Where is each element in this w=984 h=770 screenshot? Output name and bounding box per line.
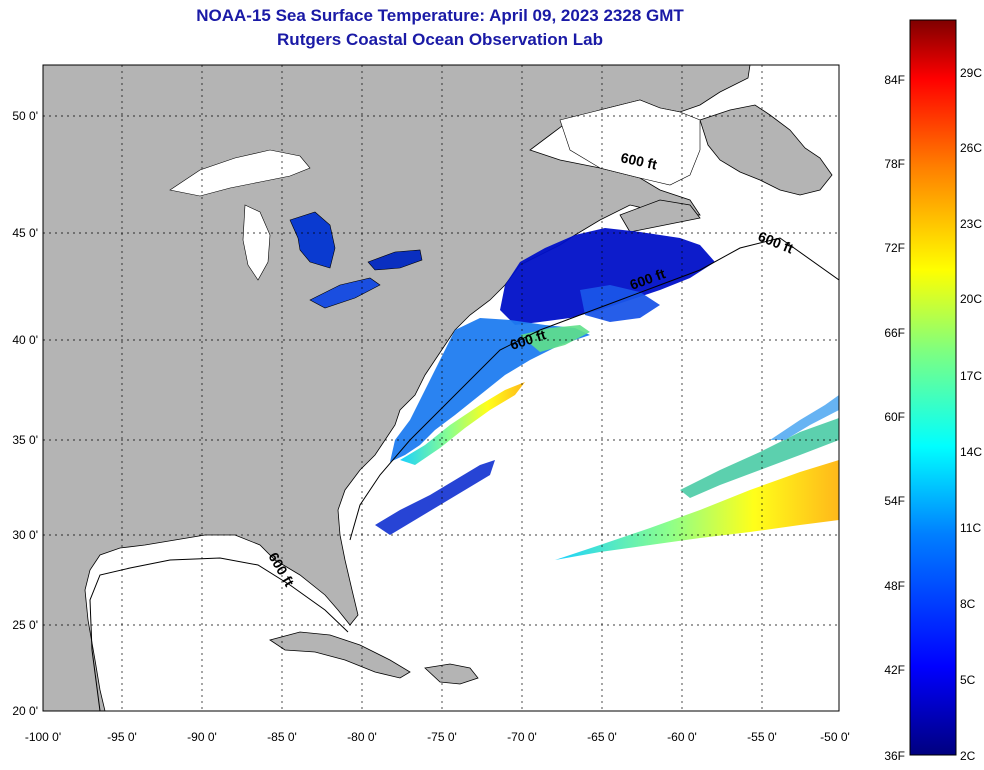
cb-fahrenheit-label: 48F bbox=[884, 579, 905, 593]
lat-tick-label: 40 0' bbox=[12, 333, 38, 347]
cb-fahrenheit-label: 72F bbox=[884, 241, 905, 255]
graticule bbox=[43, 65, 839, 711]
lake-huron bbox=[289, 211, 336, 269]
sst-far-band bbox=[770, 395, 839, 440]
cb-celsius-label: 29C bbox=[960, 66, 982, 80]
colorbar-gradient bbox=[909, 19, 957, 756]
sst-shelf-warm bbox=[400, 382, 525, 465]
cb-celsius-label: 17C bbox=[960, 369, 982, 383]
cb-fahrenheit-label: 84F bbox=[884, 73, 905, 87]
land-north-america bbox=[43, 65, 751, 711]
land-newfoundland bbox=[699, 104, 833, 196]
cb-celsius-label: 26C bbox=[960, 141, 982, 155]
lake-erie bbox=[309, 277, 381, 309]
sst-mid-atlantic bbox=[390, 318, 590, 462]
cb-fahrenheit-label: 36F bbox=[884, 749, 905, 763]
cb-fahrenheit-label: 78F bbox=[884, 157, 905, 171]
lon-tick-label: -90 0' bbox=[187, 730, 217, 744]
lon-tick-label: -100 0' bbox=[25, 730, 61, 744]
sst-sargasso-band bbox=[680, 418, 839, 498]
land-hispaniola bbox=[424, 663, 479, 685]
lon-tick-label: -85 0' bbox=[267, 730, 297, 744]
cb-fahrenheit-label: 66F bbox=[884, 326, 905, 340]
latitude-axis: 50 0' 45 0' 40 0' 35 0' 30 0' 25 0' 20 0… bbox=[12, 109, 38, 718]
sst-georges-bank bbox=[580, 285, 660, 322]
cb-celsius-label: 5C bbox=[960, 673, 976, 687]
lat-tick-label: 45 0' bbox=[12, 226, 38, 240]
colorbar: 84F 78F 72F 66F 60F 54F 48F 42F 36F 29C … bbox=[884, 19, 982, 763]
lake-superior bbox=[169, 149, 311, 197]
land-cuba bbox=[269, 631, 411, 679]
map-title: NOAA-15 Sea Surface Temperature: April 0… bbox=[196, 6, 684, 25]
isobath-600ft bbox=[89, 237, 839, 711]
lake-ontario bbox=[367, 249, 423, 271]
map-subtitle: Rutgers Coastal Ocean Observation Lab bbox=[277, 30, 603, 49]
lon-tick-label: -60 0' bbox=[667, 730, 697, 744]
cb-fahrenheit-label: 42F bbox=[884, 663, 905, 677]
sst-gulf-of-maine bbox=[500, 228, 715, 325]
lon-tick-label: -70 0' bbox=[507, 730, 537, 744]
cb-celsius-label: 20C bbox=[960, 292, 982, 306]
lat-tick-label: 50 0' bbox=[12, 109, 38, 123]
depth-label-gulf-st-lawrence: 600 ft bbox=[619, 149, 658, 172]
lat-tick-label: 25 0' bbox=[12, 618, 38, 632]
cb-fahrenheit-label: 60F bbox=[884, 410, 905, 424]
lat-tick-label: 20 0' bbox=[12, 704, 38, 718]
lon-tick-label: -50 0' bbox=[820, 730, 850, 744]
lat-tick-label: 35 0' bbox=[12, 433, 38, 447]
sst-offshore-blue bbox=[375, 460, 495, 535]
lat-tick-label: 30 0' bbox=[12, 528, 38, 542]
cb-celsius-label: 23C bbox=[960, 217, 982, 231]
cb-celsius-label: 2C bbox=[960, 749, 976, 763]
gulf-st-lawrence bbox=[559, 99, 701, 186]
lon-tick-label: -65 0' bbox=[587, 730, 617, 744]
lon-tick-label: -95 0' bbox=[107, 730, 137, 744]
lon-tick-label: -55 0' bbox=[747, 730, 777, 744]
lake-michigan bbox=[242, 204, 271, 281]
cb-celsius-label: 14C bbox=[960, 445, 982, 459]
cb-celsius-label: 11C bbox=[960, 521, 981, 535]
lon-tick-label: -80 0' bbox=[347, 730, 377, 744]
longitude-axis: -100 0' -95 0' -90 0' -85 0' -80 0' -75 … bbox=[25, 730, 850, 744]
cb-celsius-label: 8C bbox=[960, 597, 976, 611]
map-frame bbox=[42, 64, 840, 712]
lon-tick-label: -75 0' bbox=[427, 730, 457, 744]
cb-fahrenheit-label: 54F bbox=[884, 494, 905, 508]
sst-gulfstream-band bbox=[555, 460, 839, 560]
